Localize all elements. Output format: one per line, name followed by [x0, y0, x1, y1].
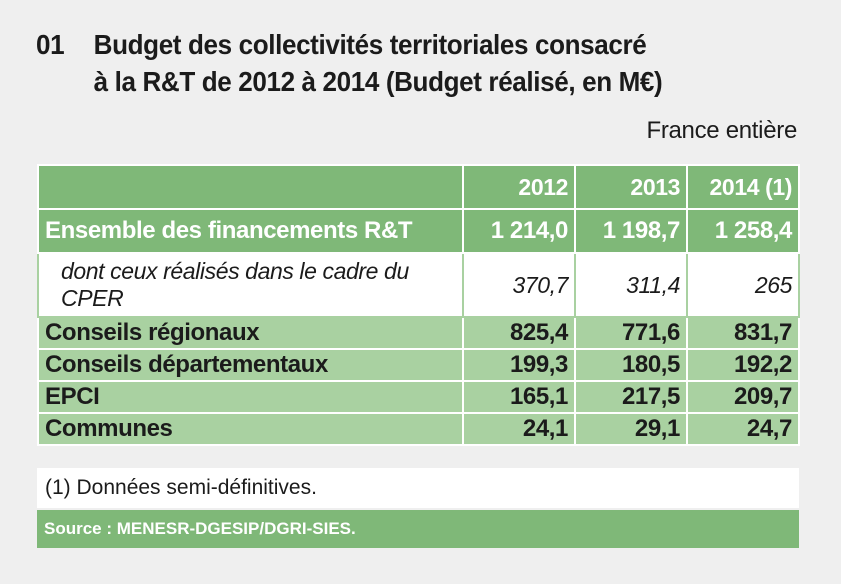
table-cell: 1 214,0 — [462, 208, 576, 254]
column-header: 2014 (1) — [686, 164, 800, 210]
chart-number: 01 — [36, 29, 65, 60]
chart-subtitle: France entière — [646, 117, 797, 144]
table-cell: 1 258,4 — [686, 208, 800, 254]
row-label: Ensemble des financements R&T — [37, 208, 464, 254]
row-label: dont ceux réalisés dans le cadre du CPER — [37, 252, 464, 318]
row-label: EPCI — [37, 380, 464, 414]
data-table: 2012 2013 2014 (1) Ensemble des financem… — [37, 164, 800, 446]
table-cell: 209,7 — [686, 380, 800, 414]
column-header: 2012 — [462, 164, 576, 210]
table-cell: 265 — [686, 252, 800, 318]
table-header-row: 2012 2013 2014 (1) — [37, 164, 800, 210]
row-label: Communes — [37, 412, 464, 446]
table-cell: 192,2 — [686, 348, 800, 382]
table-row: Communes 24,1 29,1 24,7 — [37, 412, 800, 446]
table-cell: 217,5 — [574, 380, 688, 414]
chart-title-line2: à la R&T de 2012 à 2014 (Budget réalisé,… — [93, 66, 663, 97]
source-note: Source : MENESR-DGESIP/DGRI-SIES. — [37, 510, 799, 548]
row-label: Conseils régionaux — [37, 316, 464, 350]
table-cell: 165,1 — [462, 380, 576, 414]
chart-title-line1: Budget des collectivités territoriales c… — [93, 29, 647, 60]
table-cell: 24,7 — [686, 412, 800, 446]
table-row: EPCI 165,1 217,5 209,7 — [37, 380, 800, 414]
table-cell: 771,6 — [574, 316, 688, 350]
table-row-subtotal: dont ceux réalisés dans le cadre du CPER… — [37, 252, 800, 318]
row-label: Conseils départementaux — [37, 348, 464, 382]
table-cell: 370,7 — [462, 252, 576, 318]
header-corner-cell — [37, 164, 464, 210]
footnote: (1) Données semi-définitives. — [37, 468, 799, 508]
table-cell: 825,4 — [462, 316, 576, 350]
table-row: Conseils départementaux 199,3 180,5 192,… — [37, 348, 800, 382]
column-header: 2013 — [574, 164, 688, 210]
table-cell: 29,1 — [574, 412, 688, 446]
table-cell: 831,7 — [686, 316, 800, 350]
table-cell: 311,4 — [574, 252, 688, 318]
table-row-total: Ensemble des financements R&T 1 214,0 1 … — [37, 208, 800, 254]
table-cell: 180,5 — [574, 348, 688, 382]
table-row: Conseils régionaux 825,4 771,6 831,7 — [37, 316, 800, 350]
table-cell: 1 198,7 — [574, 208, 688, 254]
table-cell: 199,3 — [462, 348, 576, 382]
table-cell: 24,1 — [462, 412, 576, 446]
